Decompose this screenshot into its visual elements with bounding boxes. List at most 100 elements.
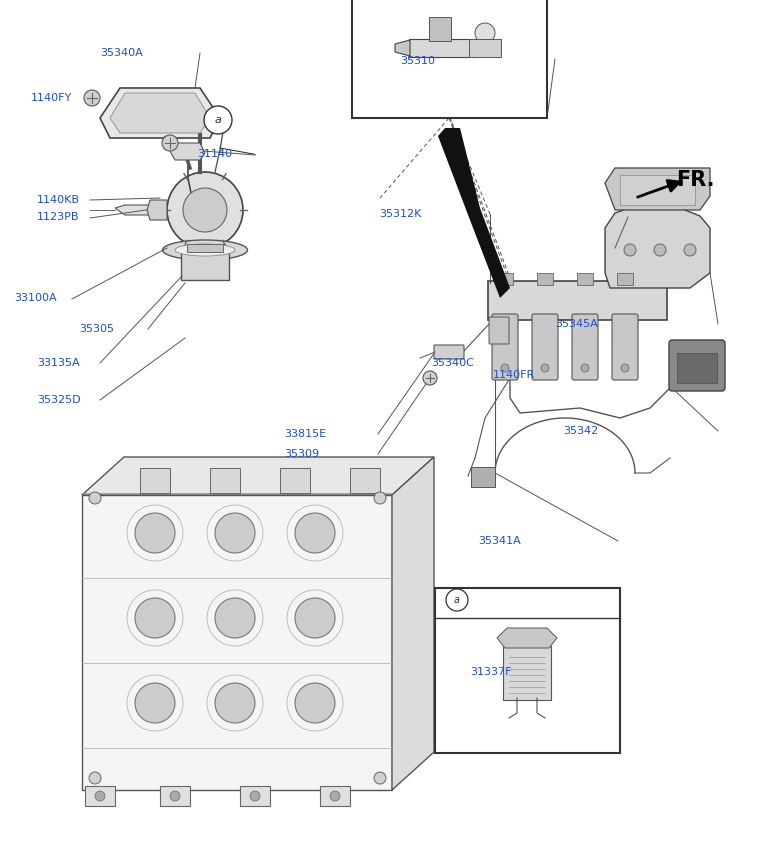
Ellipse shape xyxy=(175,244,235,256)
FancyBboxPatch shape xyxy=(280,468,310,493)
Text: 1140KB: 1140KB xyxy=(37,195,80,205)
Polygon shape xyxy=(605,208,710,288)
Circle shape xyxy=(295,683,335,723)
FancyBboxPatch shape xyxy=(187,244,223,252)
Polygon shape xyxy=(100,88,220,138)
Circle shape xyxy=(89,772,101,784)
FancyBboxPatch shape xyxy=(620,175,695,205)
FancyBboxPatch shape xyxy=(350,468,380,493)
Polygon shape xyxy=(82,495,392,790)
Circle shape xyxy=(135,513,175,553)
Polygon shape xyxy=(497,628,557,648)
FancyBboxPatch shape xyxy=(617,273,633,285)
Text: 35340C: 35340C xyxy=(431,358,474,368)
Circle shape xyxy=(374,492,386,504)
Text: 1140FY: 1140FY xyxy=(31,92,72,103)
Polygon shape xyxy=(438,128,510,298)
FancyBboxPatch shape xyxy=(429,17,451,41)
FancyBboxPatch shape xyxy=(488,281,667,320)
Text: 33815E: 33815E xyxy=(284,429,326,439)
Circle shape xyxy=(295,513,335,553)
Circle shape xyxy=(135,683,175,723)
FancyBboxPatch shape xyxy=(140,468,170,493)
Text: 35342: 35342 xyxy=(563,426,598,436)
Polygon shape xyxy=(395,40,410,56)
Circle shape xyxy=(183,188,227,232)
Circle shape xyxy=(621,364,629,372)
Polygon shape xyxy=(82,457,434,495)
Text: FR.: FR. xyxy=(676,170,715,190)
Circle shape xyxy=(204,106,232,134)
Text: 35345A: 35345A xyxy=(555,319,598,329)
Circle shape xyxy=(295,598,335,638)
Circle shape xyxy=(89,492,101,504)
FancyBboxPatch shape xyxy=(537,273,553,285)
Circle shape xyxy=(215,683,255,723)
FancyBboxPatch shape xyxy=(572,314,598,380)
Circle shape xyxy=(170,791,180,801)
Circle shape xyxy=(624,244,636,256)
Text: 31337F: 31337F xyxy=(470,667,512,677)
FancyBboxPatch shape xyxy=(489,317,509,344)
Circle shape xyxy=(581,364,589,372)
FancyBboxPatch shape xyxy=(210,468,240,493)
Circle shape xyxy=(374,772,386,784)
Circle shape xyxy=(684,244,696,256)
Text: 33100A: 33100A xyxy=(14,293,56,304)
FancyBboxPatch shape xyxy=(434,345,464,359)
Text: 1123PB: 1123PB xyxy=(37,212,80,222)
FancyBboxPatch shape xyxy=(492,314,518,380)
FancyBboxPatch shape xyxy=(497,273,513,285)
Text: 35341A: 35341A xyxy=(478,536,520,546)
Circle shape xyxy=(330,791,340,801)
Polygon shape xyxy=(115,205,167,215)
FancyBboxPatch shape xyxy=(409,39,476,57)
Circle shape xyxy=(475,23,495,43)
FancyBboxPatch shape xyxy=(240,786,270,806)
Circle shape xyxy=(84,90,100,106)
Circle shape xyxy=(541,364,549,372)
Circle shape xyxy=(654,244,666,256)
Circle shape xyxy=(167,172,243,248)
Text: 35310: 35310 xyxy=(400,56,435,66)
Text: 35305: 35305 xyxy=(80,324,114,334)
Polygon shape xyxy=(170,143,205,160)
Circle shape xyxy=(446,589,468,611)
FancyBboxPatch shape xyxy=(435,588,620,753)
Text: a: a xyxy=(454,595,460,605)
FancyBboxPatch shape xyxy=(532,314,558,380)
FancyBboxPatch shape xyxy=(503,646,551,700)
FancyBboxPatch shape xyxy=(677,353,717,383)
FancyBboxPatch shape xyxy=(469,39,501,57)
Text: a: a xyxy=(215,115,221,125)
Circle shape xyxy=(95,791,105,801)
FancyBboxPatch shape xyxy=(85,786,115,806)
FancyBboxPatch shape xyxy=(612,314,638,380)
Ellipse shape xyxy=(162,240,247,260)
Circle shape xyxy=(215,513,255,553)
Polygon shape xyxy=(147,200,167,220)
Text: 35340A: 35340A xyxy=(100,47,143,58)
Polygon shape xyxy=(110,93,210,133)
FancyBboxPatch shape xyxy=(352,0,547,118)
Circle shape xyxy=(135,598,175,638)
Text: 35309: 35309 xyxy=(284,449,319,459)
Text: 35312K: 35312K xyxy=(379,209,421,219)
Circle shape xyxy=(215,598,255,638)
FancyBboxPatch shape xyxy=(160,786,190,806)
FancyBboxPatch shape xyxy=(471,467,495,487)
Circle shape xyxy=(250,791,260,801)
Text: 31140: 31140 xyxy=(197,149,232,159)
FancyBboxPatch shape xyxy=(320,786,350,806)
Text: 1140FR: 1140FR xyxy=(493,370,536,380)
Text: 35325D: 35325D xyxy=(37,395,80,405)
Polygon shape xyxy=(392,457,434,790)
Circle shape xyxy=(423,371,437,385)
Circle shape xyxy=(501,364,509,372)
FancyBboxPatch shape xyxy=(669,340,725,391)
Circle shape xyxy=(162,135,178,151)
Text: 33135A: 33135A xyxy=(37,358,80,368)
FancyBboxPatch shape xyxy=(181,248,229,280)
Polygon shape xyxy=(605,168,710,210)
FancyBboxPatch shape xyxy=(577,273,593,285)
